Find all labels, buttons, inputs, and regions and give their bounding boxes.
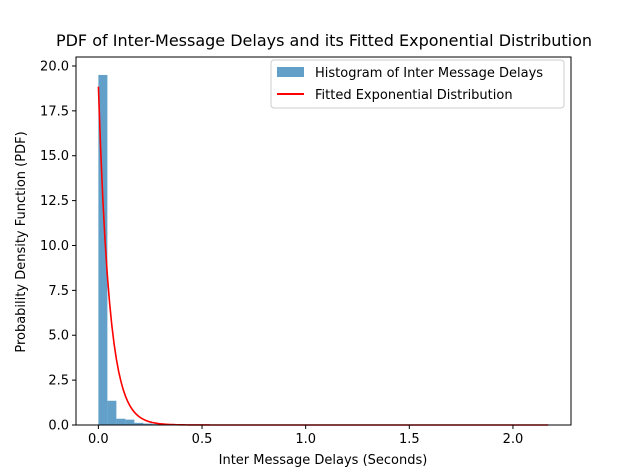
legend-fitted-label: Fitted Exponential Distribution xyxy=(315,88,513,103)
legend-frame xyxy=(270,59,565,109)
legend-histogram-swatch xyxy=(277,67,304,77)
histogram-bar xyxy=(116,418,126,425)
legend-histogram-label: Histogram of Inter Message Delays xyxy=(315,66,543,81)
y-tick-label: 2.5 xyxy=(48,374,69,389)
x-tick-label: 2.0 xyxy=(503,432,524,447)
y-tick-label: 5.0 xyxy=(48,329,69,344)
x-tick-label: 1.5 xyxy=(399,432,420,447)
histogram-bar xyxy=(107,400,117,425)
y-tick-label: 10.0 xyxy=(40,239,69,254)
histogram-bar xyxy=(98,74,108,425)
x-axis-label: Inter Message Delays (Seconds) xyxy=(219,453,428,468)
y-tick-label: 15.0 xyxy=(40,149,69,164)
x-tick-label: 1.0 xyxy=(295,432,316,447)
x-tick-label: 0.5 xyxy=(192,432,213,447)
y-axis-label: Probability Density Function (PDF) xyxy=(14,131,29,352)
y-tick-label: 0.0 xyxy=(48,419,69,434)
histogram-bar xyxy=(143,423,153,425)
y-tick-label: 7.5 xyxy=(48,284,69,299)
legend: Histogram of Inter Message Delays Fitted… xyxy=(270,59,565,109)
y-tick-label: 12.5 xyxy=(40,194,69,209)
y-tick-label: 17.5 xyxy=(40,104,69,119)
histogram-bar xyxy=(134,422,144,425)
chart-title: PDF of Inter-Message Delays and its Fitt… xyxy=(56,31,592,50)
plot-frame xyxy=(75,56,572,426)
axes: 0.0 0.5 1.0 1.5 2.0 0.0 2.5 5.0 7.5 10.0 12.5 15.0 1… xyxy=(40,59,523,447)
y-tick-label: 20.0 xyxy=(40,59,69,74)
x-tick-label: 0.0 xyxy=(88,432,109,447)
histogram-bar xyxy=(125,419,135,425)
